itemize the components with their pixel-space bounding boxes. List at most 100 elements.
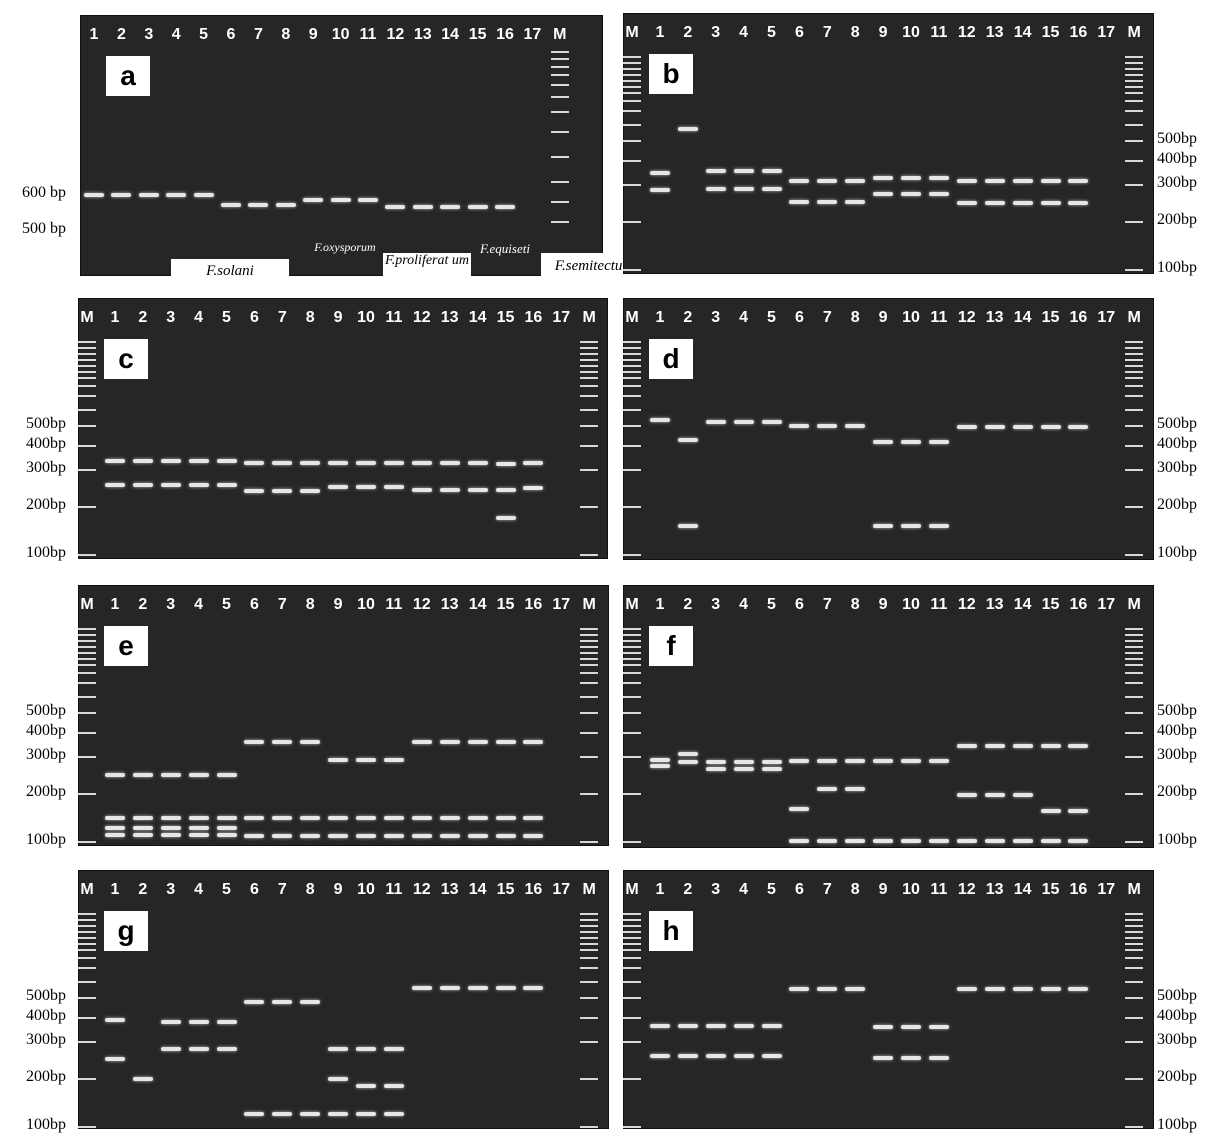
lane-label: 6 [784, 881, 814, 899]
ladder-band [1125, 658, 1143, 660]
ladder-band [551, 156, 569, 158]
lane-label: 3 [156, 881, 186, 899]
lane-label: 17 [1091, 596, 1121, 614]
lane-label: 3 [134, 26, 164, 44]
lane-label: 17 [1091, 881, 1121, 899]
lane-label: M [617, 309, 647, 327]
lane-label: 12 [952, 881, 982, 899]
lane-label: 9 [868, 24, 898, 42]
lane-label: 2 [673, 309, 703, 327]
ladder-band [551, 58, 569, 60]
ladder-band [623, 981, 641, 983]
lane-label: 6 [216, 26, 246, 44]
ladder-band [580, 506, 598, 508]
ladder-band [623, 341, 641, 343]
dna-band [706, 767, 726, 771]
lane-label: 1 [79, 26, 109, 44]
ladder-band [623, 925, 641, 927]
dna-band [244, 816, 264, 820]
ladder-band [1125, 640, 1143, 642]
ladder-band [623, 74, 641, 76]
ladder-band [623, 1041, 641, 1043]
dna-band [762, 1024, 782, 1028]
species-label: F.proliferat um [383, 253, 471, 288]
dna-band [328, 1077, 348, 1081]
size-label: 200bp [1157, 211, 1197, 229]
dna-band [845, 987, 865, 991]
lane-label: 4 [184, 881, 214, 899]
dna-band [468, 205, 488, 209]
dna-band [929, 759, 949, 763]
lane-label: 14 [435, 26, 465, 44]
dna-band [929, 176, 949, 180]
dna-band [873, 440, 893, 444]
dna-band [873, 524, 893, 528]
dna-band [789, 424, 809, 428]
dna-band [901, 524, 921, 528]
dna-band [272, 489, 292, 493]
ladder-band [580, 409, 598, 411]
dna-band [105, 826, 125, 830]
dna-band [762, 169, 782, 173]
dna-band [496, 488, 516, 492]
species-label: F.solani [171, 259, 289, 283]
ladder-band [623, 634, 641, 636]
ladder-band [78, 365, 96, 367]
ladder-band [580, 943, 598, 945]
lane-label: 5 [212, 881, 242, 899]
dna-band [244, 834, 264, 838]
ladder-band [623, 100, 641, 102]
dna-band [985, 793, 1005, 797]
dna-band [817, 759, 837, 763]
ladder-band [1125, 365, 1143, 367]
lane-label: 3 [701, 596, 731, 614]
dna-band [1068, 744, 1088, 748]
size-label: 500bp [26, 415, 66, 433]
lane-label: 2 [128, 309, 158, 327]
lane-label: 17 [1091, 24, 1121, 42]
ladder-band [580, 347, 598, 349]
species-label: F.oxysporum [303, 240, 387, 255]
lane-label: 5 [757, 596, 787, 614]
ladder-band [78, 913, 96, 915]
dna-band [272, 1000, 292, 1004]
dna-band [817, 839, 837, 843]
dna-band [356, 758, 376, 762]
lane-label: 10 [896, 881, 926, 899]
size-label: 100bp [1157, 544, 1197, 562]
ladder-band [623, 377, 641, 379]
dna-band [217, 826, 237, 830]
dna-band [189, 459, 209, 463]
dna-band [105, 1018, 125, 1022]
panel-letter: a [106, 56, 150, 96]
lane-label: 4 [184, 309, 214, 327]
dna-band [845, 179, 865, 183]
ladder-band [1125, 469, 1143, 471]
ladder-band [78, 506, 96, 508]
ladder-band [78, 646, 96, 648]
ladder-band [623, 56, 641, 58]
dna-band [678, 524, 698, 528]
dna-band [384, 1047, 404, 1051]
dna-band [1013, 793, 1033, 797]
dna-band [328, 816, 348, 820]
dna-band [440, 816, 460, 820]
ladder-band [1125, 62, 1143, 64]
ladder-band [623, 943, 641, 945]
dna-band [929, 839, 949, 843]
dna-band [412, 740, 432, 744]
ladder-band [623, 949, 641, 951]
lane-label: 14 [463, 309, 493, 327]
dna-band [957, 201, 977, 205]
lane-label: 11 [379, 309, 409, 327]
ladder-band [623, 469, 641, 471]
dna-band [845, 839, 865, 843]
dna-band [300, 740, 320, 744]
lane-label: 11 [924, 24, 954, 42]
dna-band [845, 787, 865, 791]
dna-band [650, 418, 670, 422]
dna-band [873, 1025, 893, 1029]
figure: (() => { const data = JSON.parse(documen… [0, 0, 1209, 1129]
